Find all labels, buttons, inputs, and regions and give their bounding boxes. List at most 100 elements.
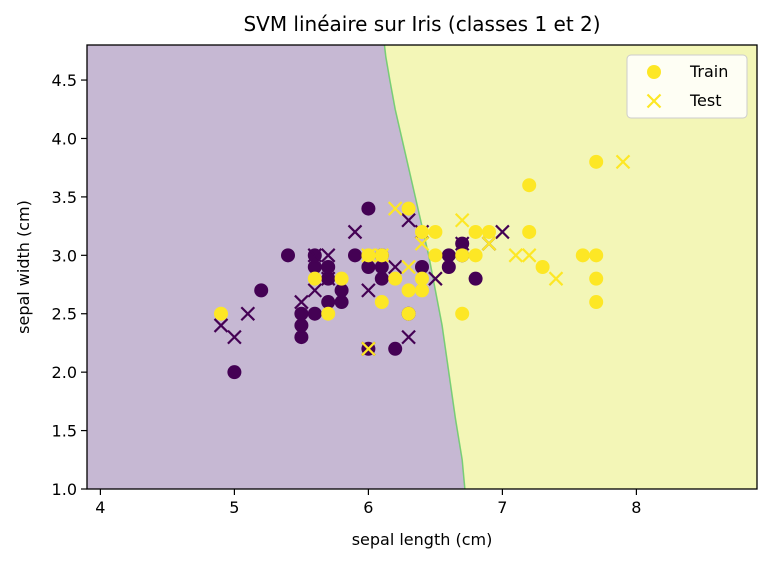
train-point-class-2 [334,271,349,286]
train-point-class-1 [294,306,309,321]
train-point-class-2 [455,306,470,321]
test-point-class-1 [213,318,229,333]
test-point-class-1 [320,248,336,263]
x-axis: 4 5 6 7 8 [95,489,641,517]
x-tick-label: 4 [95,498,105,517]
train-point-class-1 [334,295,349,310]
train-point-class-2 [388,271,403,286]
train-point-class-1 [361,201,376,216]
x-tick-label: 7 [497,498,507,517]
y-axis: 1.0 1.5 2.0 2.5 3.0 3.5 4.0 4.5 [52,71,87,499]
x-axis-label: sepal length (cm) [352,530,493,549]
train-point-class-1 [468,271,483,286]
train-point-class-2 [455,248,470,263]
y-axis-label: sepal width (cm) [14,200,33,334]
test-point-class-2 [374,248,390,263]
train-point-class-2 [575,248,590,263]
test-point-class-1 [428,271,443,286]
train-point-class-2 [522,178,537,193]
y-tick-label: 3.5 [52,188,77,207]
train-point-class-2 [468,224,483,239]
train-point-class-1 [415,260,429,274]
train-point-class-1 [348,248,362,263]
train-point-class-2 [482,224,496,239]
test-point-class-1 [240,306,256,322]
train-point-class-1 [281,248,295,263]
train-point-class-2 [401,283,416,298]
train-point-class-2 [401,201,416,216]
train-point-class-2 [415,283,429,298]
legend-train-label: Train [689,62,728,81]
test-point-class-1 [401,212,416,228]
train-point-class-1 [294,330,309,345]
points-layer [213,154,631,380]
test-point-class-2 [414,236,430,251]
test-point-class-1 [454,236,470,251]
train-point-class-2 [522,224,537,239]
test-point-class-2 [454,212,470,228]
test-point-class-1 [361,283,376,298]
x-tick-label: 8 [631,498,641,517]
legend: Train Test [626,54,748,119]
test-point-class-1 [401,329,416,345]
train-point-class-1 [361,260,376,274]
train-point-class-2 [214,306,228,321]
train-point-class-2 [374,295,389,310]
train-point-class-2 [415,224,429,239]
train-point-class-2 [589,154,604,169]
train-point-class-2 [428,248,443,263]
test-point-class-1 [495,224,510,240]
train-point-class-1 [334,283,349,298]
train-point-class-1 [294,318,309,333]
train-point-class-2 [428,224,443,239]
train-point-class-1 [321,295,336,310]
train-point-class-2 [589,295,604,310]
test-point-class-2 [481,236,497,251]
train-point-class-2 [589,248,604,263]
plot-area [87,45,757,489]
y-tick-label: 1.5 [52,422,77,441]
train-point-class-1 [388,341,403,356]
y-tick-label: 2.0 [52,363,77,382]
test-point-class-1 [387,259,403,275]
class-1-region [87,45,465,489]
test-point-class-2 [521,248,537,263]
y-tick-label: 3.0 [52,246,77,265]
y-tick-label: 2.5 [52,305,77,324]
test-point-class-2 [615,154,631,170]
plot-frame [86,44,758,490]
test-point-class-1 [307,248,323,263]
test-point-class-1 [320,271,336,286]
train-point-class-2 [415,271,429,286]
test-point-class-2 [401,259,416,275]
train-point-class-2 [535,260,550,274]
train-point-class-1 [441,260,456,274]
test-point-class-1 [294,294,309,310]
y-tick-label: 4.0 [52,129,77,148]
train-point-class-1 [374,260,389,274]
train-point-class-2 [321,306,336,321]
legend-test-label: Test [689,91,722,110]
train-point-class-1 [254,283,269,298]
train-point-class-2 [307,271,322,286]
class-2-region [384,45,757,489]
test-point-class-1 [307,283,323,298]
test-point-class-1 [227,329,242,345]
train-point-class-1 [441,248,456,263]
train-point-class-1 [307,260,322,274]
chart-title: SVM linéaire sur Iris (classes 1 et 2) [243,12,600,36]
y-tick-label: 4.5 [52,71,77,90]
test-point-class-2 [548,271,564,286]
train-point-class-1 [307,306,322,321]
test-point-class-2 [387,201,403,216]
test-point-class-2 [508,248,524,263]
legend-test-marker [646,93,662,109]
x-tick-label: 5 [229,498,239,517]
train-point-class-2 [401,306,416,321]
legend-train-marker [647,65,661,79]
train-point-class-1 [374,271,389,286]
x-tick-label: 6 [363,498,373,517]
test-point-class-2 [361,248,376,263]
train-point-class-2 [589,271,604,286]
